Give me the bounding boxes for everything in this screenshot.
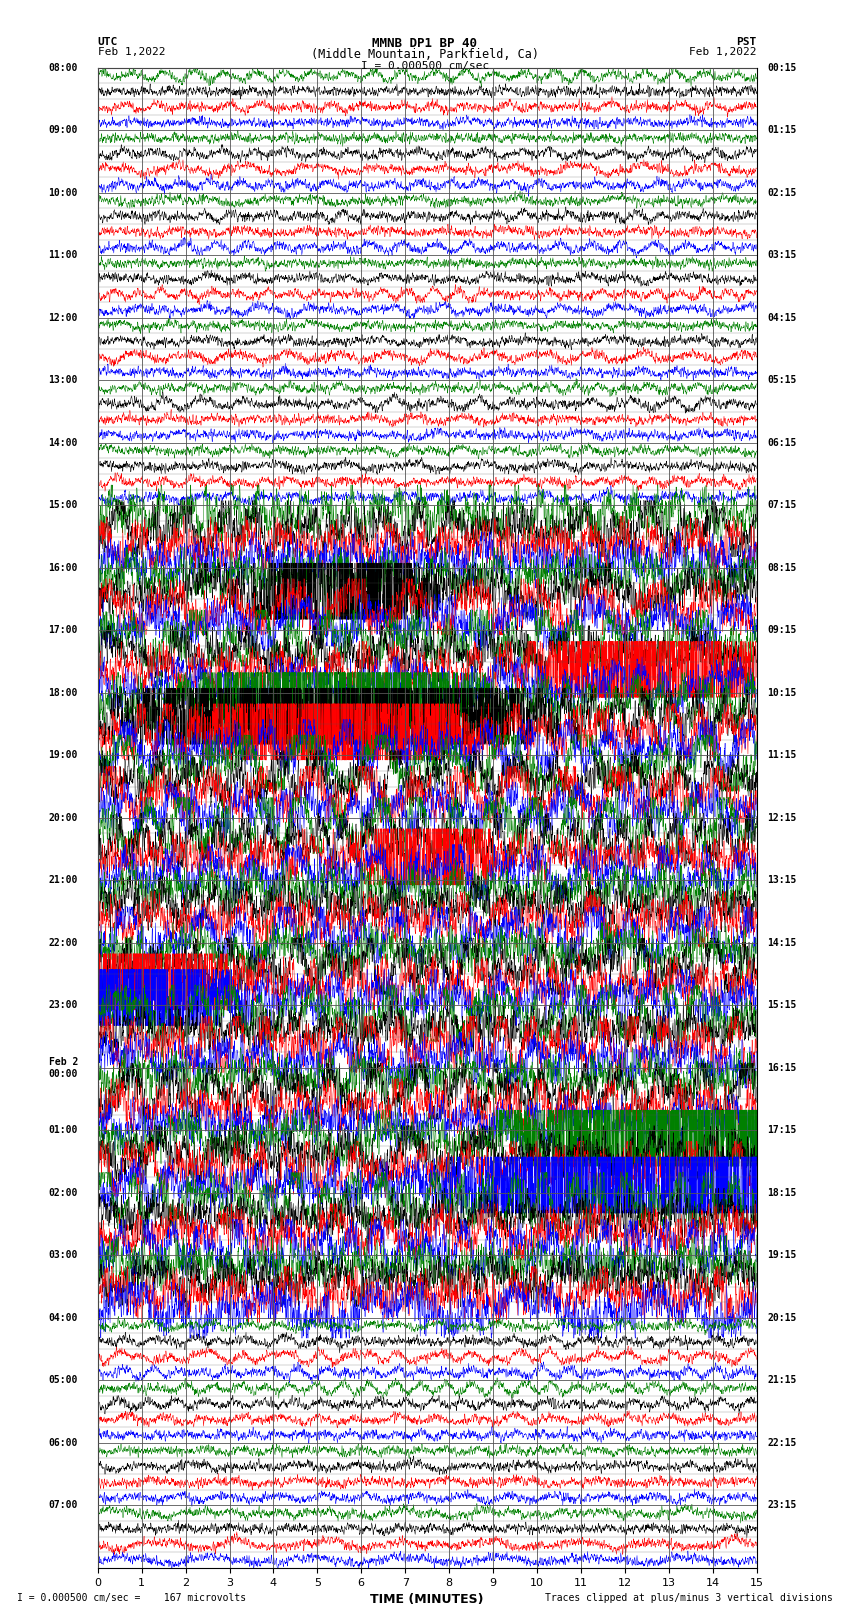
Text: 19:00: 19:00 <box>48 750 78 760</box>
Text: 07:00: 07:00 <box>48 1500 78 1510</box>
Text: 09:15: 09:15 <box>768 626 796 636</box>
Text: 05:15: 05:15 <box>768 376 796 386</box>
Text: 04:15: 04:15 <box>768 313 796 323</box>
Text: 03:15: 03:15 <box>768 250 796 260</box>
Text: 03:00: 03:00 <box>48 1250 78 1260</box>
Text: 20:00: 20:00 <box>48 813 78 823</box>
Text: 11:15: 11:15 <box>768 750 796 760</box>
Text: 21:00: 21:00 <box>48 876 78 886</box>
Text: 23:15: 23:15 <box>768 1500 796 1510</box>
Text: 08:00: 08:00 <box>48 63 78 73</box>
Text: I = 0.000500 cm/sec: I = 0.000500 cm/sec <box>361 61 489 71</box>
Text: 22:15: 22:15 <box>768 1437 796 1448</box>
Text: 08:15: 08:15 <box>768 563 796 573</box>
Text: 10:15: 10:15 <box>768 687 796 698</box>
Text: 14:15: 14:15 <box>768 937 796 948</box>
Text: 00:15: 00:15 <box>768 63 796 73</box>
Text: 11:00: 11:00 <box>48 250 78 260</box>
Text: Feb 1,2022: Feb 1,2022 <box>689 47 756 56</box>
Text: 13:00: 13:00 <box>48 376 78 386</box>
Text: 16:00: 16:00 <box>48 563 78 573</box>
Text: Traces clipped at plus/minus 3 vertical divisions: Traces clipped at plus/minus 3 vertical … <box>545 1594 833 1603</box>
Text: 10:00: 10:00 <box>48 187 78 198</box>
Text: PST: PST <box>736 37 756 47</box>
Text: 06:00: 06:00 <box>48 1437 78 1448</box>
Text: 01:00: 01:00 <box>48 1126 78 1136</box>
Text: 18:00: 18:00 <box>48 687 78 698</box>
Text: 23:00: 23:00 <box>48 1000 78 1010</box>
Text: 13:15: 13:15 <box>768 876 796 886</box>
Text: 05:00: 05:00 <box>48 1376 78 1386</box>
Text: 15:15: 15:15 <box>768 1000 796 1010</box>
Text: 18:15: 18:15 <box>768 1187 796 1198</box>
Text: 06:15: 06:15 <box>768 437 796 448</box>
Text: 15:00: 15:00 <box>48 500 78 510</box>
Text: (Middle Mountain, Parkfield, Ca): (Middle Mountain, Parkfield, Ca) <box>311 48 539 61</box>
Text: 02:00: 02:00 <box>48 1187 78 1198</box>
Text: 20:15: 20:15 <box>768 1313 796 1323</box>
Text: 01:15: 01:15 <box>768 126 796 135</box>
Text: 12:00: 12:00 <box>48 313 78 323</box>
Text: Feb 1,2022: Feb 1,2022 <box>98 47 165 56</box>
Text: 07:15: 07:15 <box>768 500 796 510</box>
Text: 17:15: 17:15 <box>768 1126 796 1136</box>
Text: I = 0.000500 cm/sec =    167 microvolts: I = 0.000500 cm/sec = 167 microvolts <box>17 1594 246 1603</box>
Text: 19:15: 19:15 <box>768 1250 796 1260</box>
Text: 02:15: 02:15 <box>768 187 796 198</box>
Text: 21:15: 21:15 <box>768 1376 796 1386</box>
Text: 16:15: 16:15 <box>768 1063 796 1073</box>
Text: Feb 2
00:00: Feb 2 00:00 <box>48 1057 78 1079</box>
Text: 14:00: 14:00 <box>48 437 78 448</box>
Text: UTC: UTC <box>98 37 118 47</box>
Text: MMNB DP1 BP 40: MMNB DP1 BP 40 <box>372 37 478 50</box>
Text: 04:00: 04:00 <box>48 1313 78 1323</box>
X-axis label: TIME (MINUTES): TIME (MINUTES) <box>371 1594 484 1607</box>
Text: 22:00: 22:00 <box>48 937 78 948</box>
Text: 17:00: 17:00 <box>48 626 78 636</box>
Text: 12:15: 12:15 <box>768 813 796 823</box>
Text: 09:00: 09:00 <box>48 126 78 135</box>
